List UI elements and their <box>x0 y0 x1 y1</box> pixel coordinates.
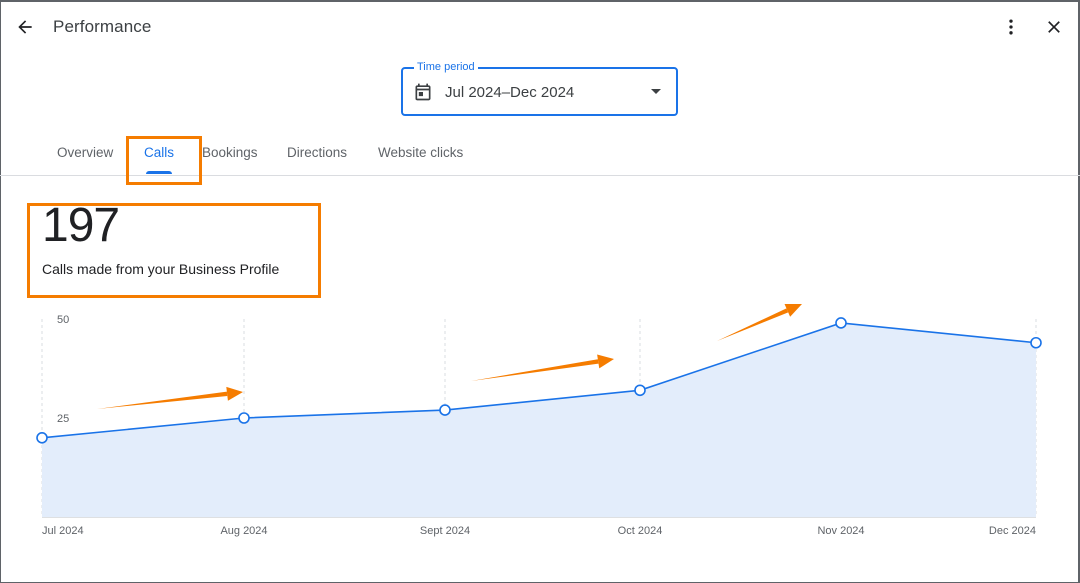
close-icon <box>1048 21 1060 33</box>
data-point[interactable] <box>238 412 250 424</box>
x-tick-label: Oct 2024 <box>618 525 663 537</box>
data-point[interactable] <box>1030 336 1042 349</box>
tab-directions[interactable]: Directions <box>287 145 348 160</box>
active-tab-indicator <box>146 171 172 174</box>
tab-bookings[interactable]: Bookings <box>202 145 258 160</box>
data-point[interactable] <box>439 404 451 416</box>
time-period-select[interactable]: Time period Jul 2024–Dec 2024 <box>401 60 678 116</box>
data-point[interactable] <box>634 384 646 397</box>
tab-overview[interactable]: Overview <box>57 145 114 160</box>
x-tick-label: Sept 2024 <box>420 525 470 537</box>
x-tick-label: Nov 2024 <box>817 525 864 537</box>
calls-chart: 25 50 Jul 2024 Aug 2024 Sept 2024 Oct 2024 No… <box>36 303 1042 537</box>
annotation-arrow-head <box>784 303 802 317</box>
close-button[interactable] <box>1039 12 1069 42</box>
metric-highlight <box>27 203 321 298</box>
data-point[interactable] <box>835 317 847 329</box>
caret-down-icon <box>651 89 661 94</box>
calls-count: 197 <box>42 199 120 252</box>
x-tick-label: Aug 2024 <box>220 525 267 537</box>
data-point[interactable] <box>36 432 48 444</box>
more-vertical-icon <box>1009 19 1013 35</box>
page-title: Performance <box>53 17 152 36</box>
annotation-arrow-shaft <box>97 391 228 409</box>
annotation-arrow-head <box>226 386 243 401</box>
y-tick-label: 50 <box>57 314 69 326</box>
tab-calls[interactable]: Calls <box>144 145 175 160</box>
calls-series-line <box>41 322 1037 439</box>
annotation-arrow-head <box>597 354 614 369</box>
calendar-icon <box>415 83 431 101</box>
arrow-back-icon <box>18 20 32 34</box>
calls-tab-highlight <box>126 136 202 185</box>
y-tick-labels: 25 50 <box>57 314 69 425</box>
annotation-arrows <box>97 303 802 409</box>
tab-bar: Overview Calls Bookings Directions Websi… <box>0 135 1080 176</box>
tab-website-clicks[interactable]: Website clicks <box>378 145 464 160</box>
x-tick-label: Dec 2024 <box>989 525 1036 537</box>
annotation-arrow-shaft <box>717 308 789 341</box>
calls-caption: Calls made from your Business Profile <box>42 261 280 277</box>
y-tick-label: 25 <box>57 413 69 425</box>
back-button[interactable] <box>10 12 40 42</box>
time-period-label: Time period <box>414 60 478 74</box>
chart-area <box>42 322 1036 517</box>
more-options-button[interactable] <box>997 12 1025 42</box>
x-tick-label: Jul 2024 <box>42 525 84 537</box>
chart-points <box>36 317 1042 444</box>
annotation-arrow-shaft <box>471 359 599 381</box>
time-period-value: Jul 2024–Dec 2024 <box>445 84 575 101</box>
x-tick-labels: Jul 2024 Aug 2024 Sept 2024 Oct 2024 Nov 202… <box>42 525 1036 537</box>
header: Performance <box>0 0 1080 56</box>
